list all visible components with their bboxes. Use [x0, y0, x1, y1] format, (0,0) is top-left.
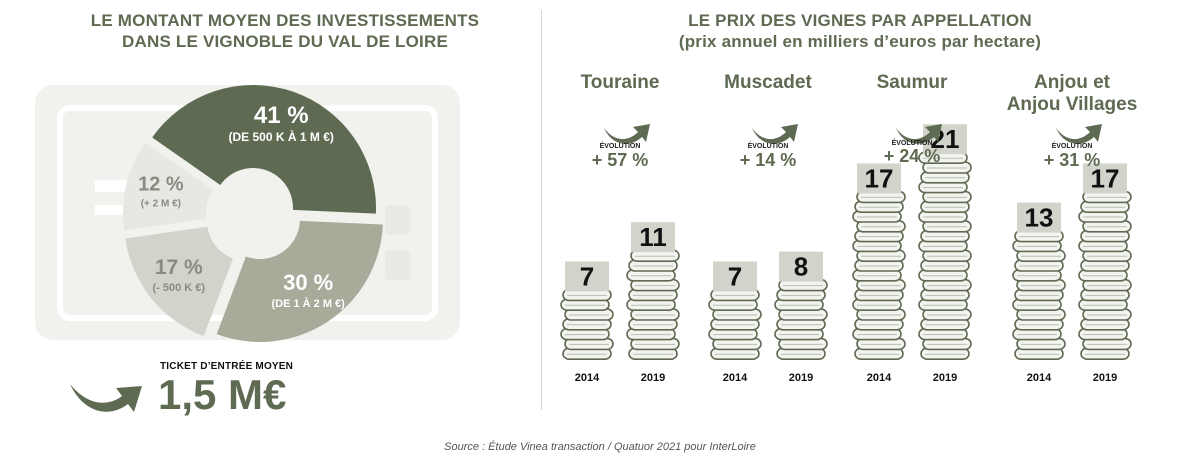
left-chart-title: LE MONTANT MOYEN DES INVESTISSEMENTS DAN… — [30, 10, 540, 52]
ticket-label: TICKET D’ENTRÉE MOYEN — [160, 361, 294, 372]
column-divider — [541, 10, 542, 410]
pie-slice-pct-label-2: 17 % — [155, 256, 203, 279]
left-title-line2: DANS LE VIGNOBLE DU VAL DE LOIRE — [122, 32, 448, 51]
appellation-name-3: Anjou et Anjou Villages — [1006, 72, 1138, 115]
coin-stack-1-1 — [774, 278, 828, 361]
evolution-value-0: + 57 % — [591, 150, 649, 170]
year-label-1-0: 2014 — [723, 372, 748, 384]
pie-slice-pct-label-3: 12 % — [138, 174, 184, 196]
appellation-name-0: Touraine — [580, 72, 660, 93]
year-label-1-1: 2019 — [789, 372, 813, 384]
value-label-box-1-1 — [779, 251, 823, 282]
value-label-3-0: 13 — [1025, 203, 1054, 233]
ticket-value: 1,5 M€ — [158, 371, 287, 418]
ticket-arrow-icon — [70, 384, 142, 412]
year-label-0-0: 2014 — [575, 372, 600, 384]
value-label-box-1-0 — [713, 261, 757, 292]
pie-slice-range-label-2: (- 500 K €) — [153, 282, 206, 294]
pie-slice-1 — [216, 220, 383, 342]
right-chart-title: LE PRIX DES VIGNES PAR APPELLATION (prix… — [560, 10, 1160, 52]
appellation-name-1: Muscadet — [724, 72, 812, 93]
evolution-arrow-icon-3 — [1056, 124, 1102, 144]
value-label-0-0: 7 — [580, 261, 594, 291]
value-label-box-3-0 — [1017, 202, 1061, 233]
coin-stack-0-0 — [560, 288, 614, 361]
coin-stack-1-0 — [708, 288, 762, 361]
investment-pie-chart: 41 %(DE 500 K À 1 M €) 30 % (DE 1 À 2 M €)… — [122, 85, 383, 342]
left-title-line1: LE MONTANT MOYEN DES INVESTISSEMENTS — [90, 11, 480, 30]
pie-slice-3 — [122, 142, 214, 231]
vine-price-coin-chart: 7201411201972014820191720142120191320141… — [560, 124, 1132, 384]
evolution-arrow-icon-2 — [896, 124, 942, 144]
evolution-label-2: ÉVOLUTION — [891, 140, 933, 147]
pie-slice-pct-label-0: 41 % — [254, 102, 309, 129]
value-label-1-1: 8 — [794, 252, 808, 282]
pie-slice-range-label-1: (DE 1 À 2 M €) — [271, 297, 345, 310]
pie-slice-range-label-0: (DE 500 K À 1 M €) — [229, 129, 334, 144]
evolution-value-1: + 14 % — [739, 150, 797, 170]
value-label-box-2-0 — [857, 163, 901, 194]
value-label-box-0-1 — [631, 222, 675, 253]
year-label-0-1: 2019 — [641, 372, 665, 384]
evolution-label-0: ÉVOLUTION — [599, 143, 641, 150]
evolution-value-3: + 31 % — [1043, 150, 1101, 170]
right-title-line2: (prix annuel en milliers d’euros par hec… — [678, 32, 1042, 51]
pie-slice-range-label-3: (+ 2 M €) — [141, 199, 181, 210]
appellation-name-2: Saumur — [876, 72, 948, 93]
year-label-2-1: 2019 — [933, 372, 957, 384]
coin-stack-3-1 — [1078, 190, 1132, 361]
value-label-box-3-1 — [1083, 163, 1127, 194]
value-label-3-1: 17 — [1091, 163, 1120, 193]
evolution-value-2: + 24 % — [883, 146, 941, 166]
value-label-0-1: 11 — [639, 222, 667, 252]
right-title-line1: LE PRIX DES VIGNES PAR APPELLATION — [688, 11, 1032, 30]
value-label-box-0-0 — [565, 261, 609, 292]
evolution-arrow-icon-0 — [604, 124, 650, 144]
pie-slice-2 — [125, 226, 233, 337]
coin-stack-2-1 — [918, 151, 972, 361]
evolution-label-3: ÉVOLUTION — [1051, 143, 1093, 150]
year-label-3-0: 2014 — [1027, 372, 1052, 384]
evolution-arrow-icon-1 — [752, 124, 798, 144]
coin-stack-3-0 — [1012, 229, 1066, 361]
evolution-label-1: ÉVOLUTION — [747, 143, 789, 150]
coin-stack-0-1 — [626, 249, 680, 361]
value-label-2-0: 17 — [865, 163, 894, 193]
value-label-1-0: 7 — [728, 261, 742, 291]
pie-slice-pct-label-1: 30 % — [283, 270, 333, 295]
source-note: Source : Étude Vinea transaction / Quatu… — [444, 441, 756, 453]
coin-stack-2-0 — [852, 190, 906, 361]
year-label-3-1: 2019 — [1093, 372, 1117, 384]
year-label-2-0: 2014 — [867, 372, 892, 384]
pie-slice-0 — [152, 85, 376, 214]
